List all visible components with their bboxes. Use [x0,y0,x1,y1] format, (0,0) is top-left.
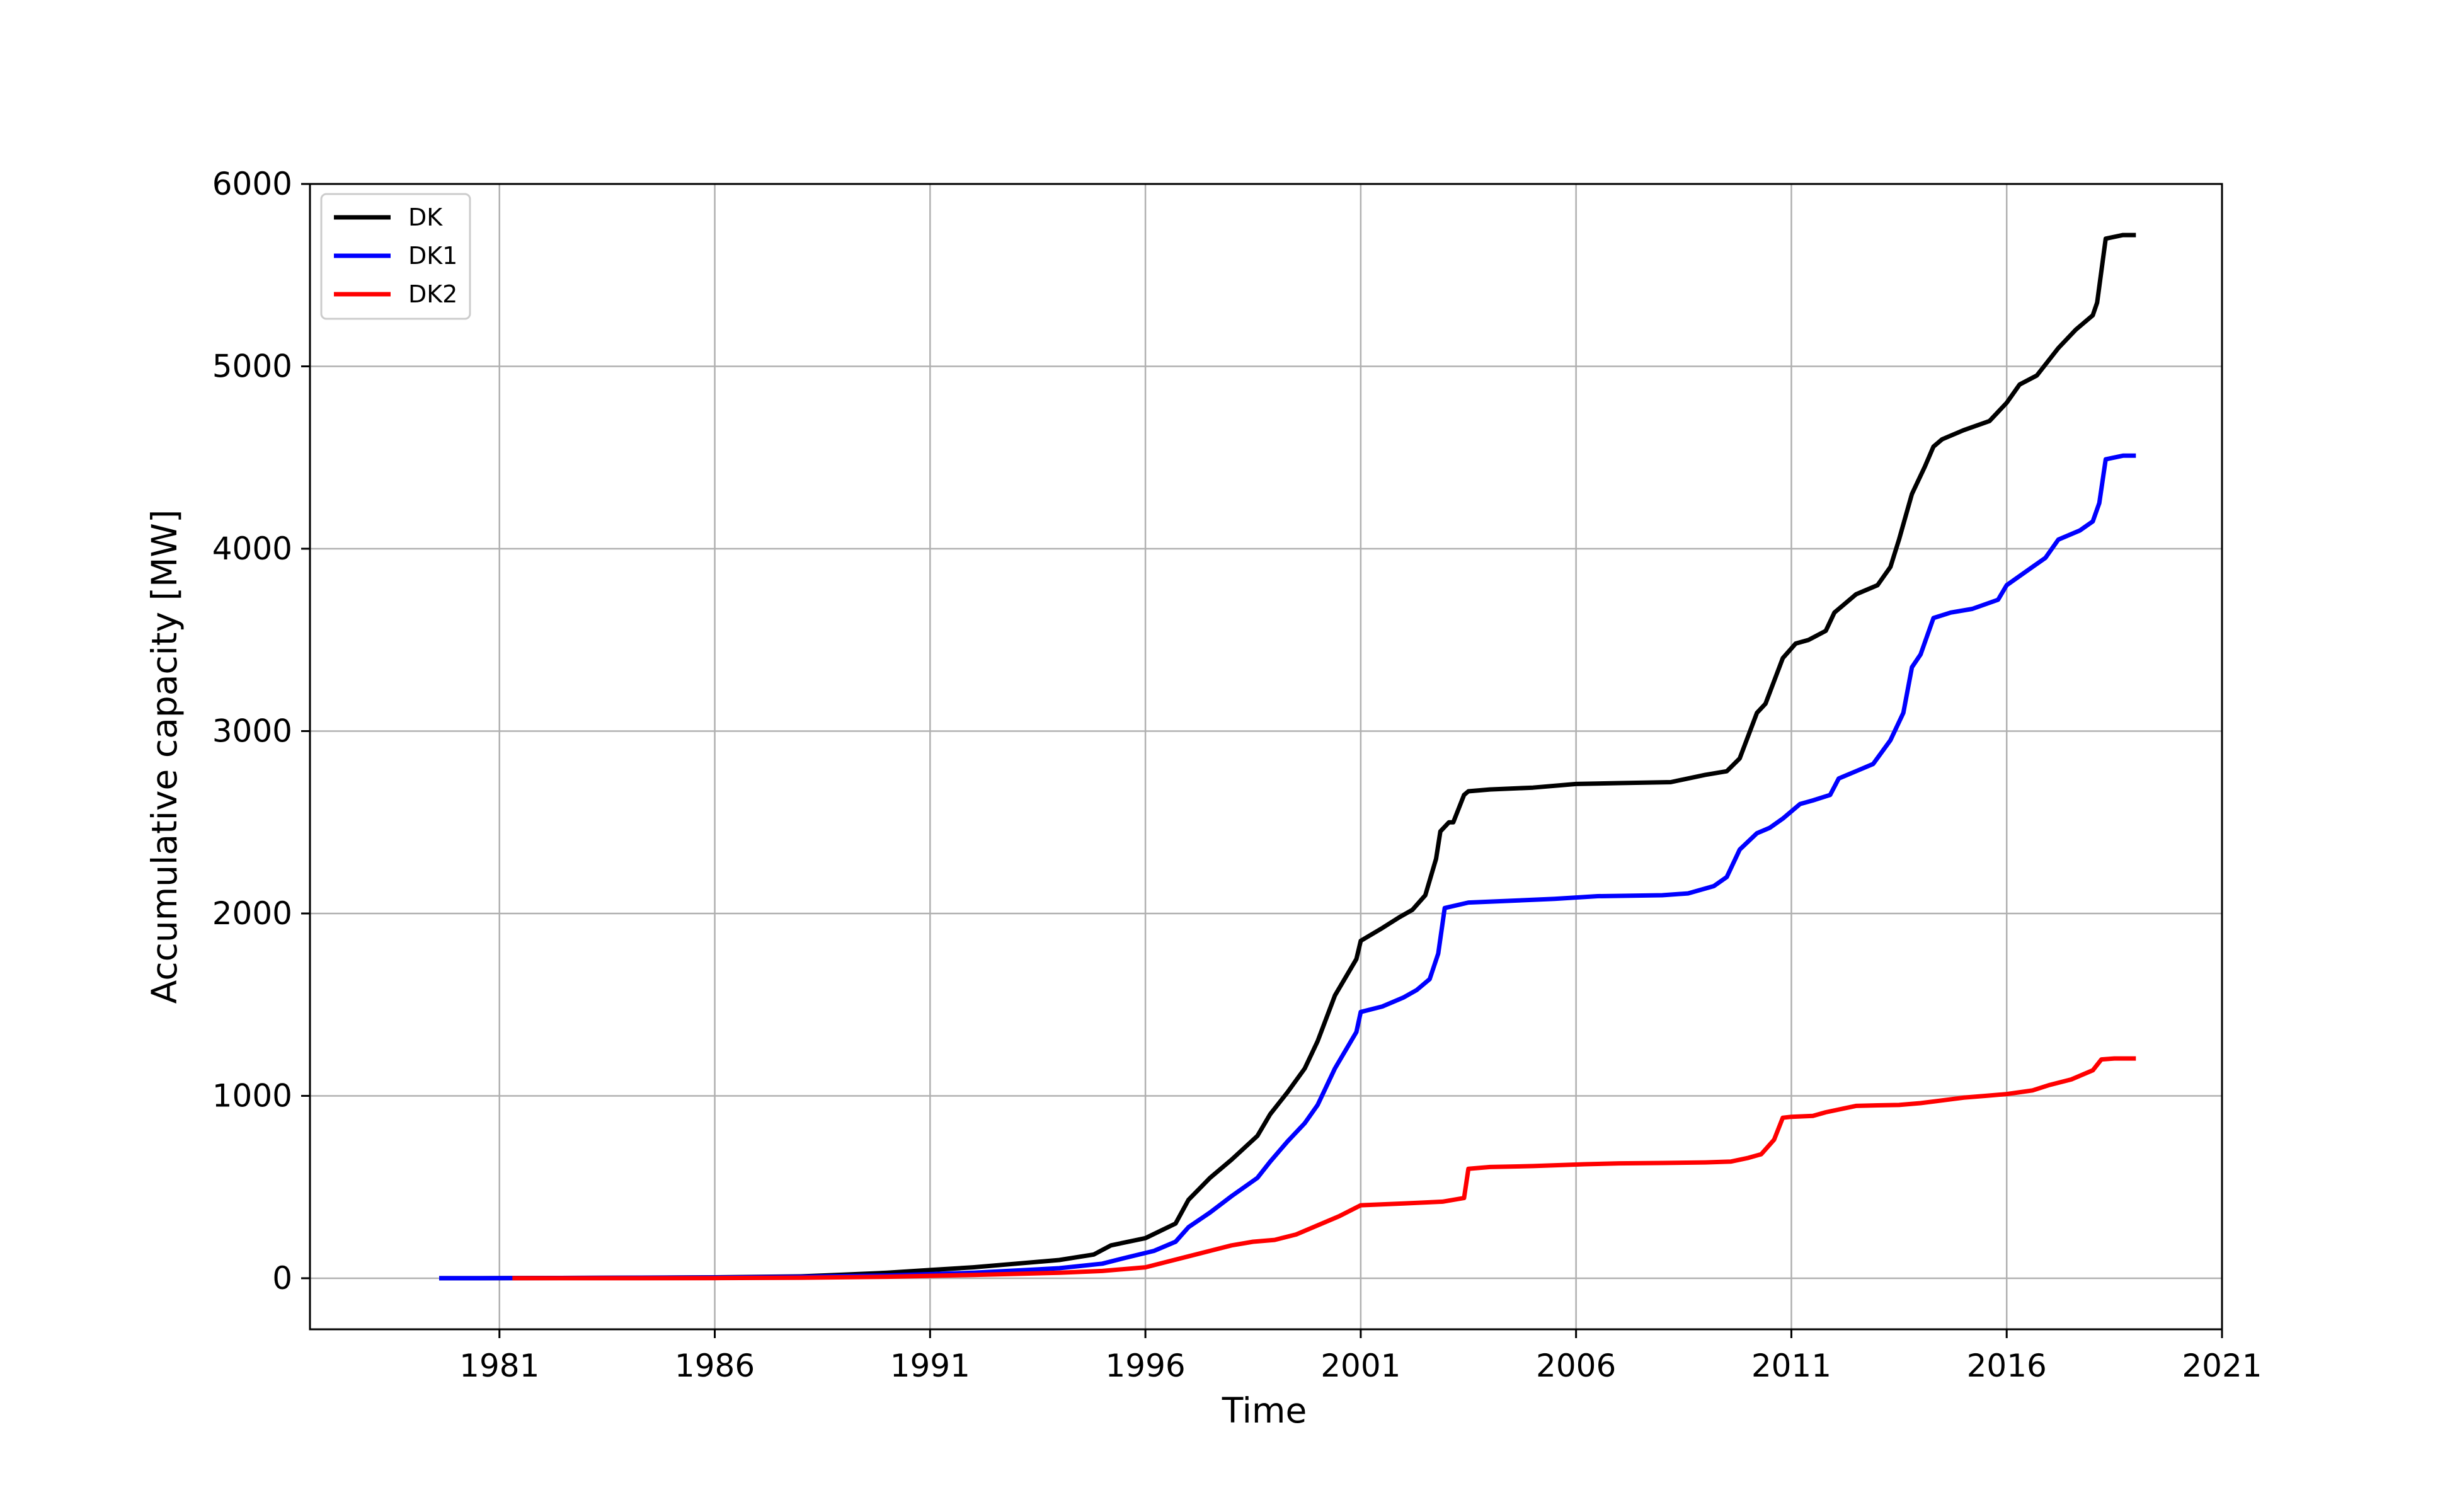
series-line-dk [439,232,2136,1281]
legend-box [320,193,471,320]
x-axis-title: Time [1222,1390,1307,1431]
y-tick-label: 5000 [212,348,292,384]
y-tick-label: 6000 [212,166,292,202]
x-tick-label: 2016 [1967,1348,2047,1384]
legend-label-dk: DK [408,203,443,231]
y-axis-title: Accumulative capacity [MW] [144,510,185,1004]
series-line-dk1 [439,453,2136,1281]
y-tick-label: 0 [272,1260,292,1297]
x-tick-label: 2011 [1751,1348,1831,1384]
series-lines [439,232,2136,1281]
x-tick-label: 2021 [2182,1348,2262,1384]
y-tick-label: 1000 [212,1077,292,1114]
y-tick-label: 2000 [212,895,292,932]
legend-label-dk2: DK2 [408,280,457,308]
x-tick-label: 1996 [1105,1348,1185,1384]
axis-ticks: 1981 1986 1991 1996 2001 2006 2011 2016 2021 0 100… [212,166,2262,1384]
x-tick-label: 2001 [1320,1348,1400,1384]
plot-area-frame [309,183,2223,1331]
x-tick-label: 2006 [1536,1348,1616,1384]
legend-label-dk1: DK1 [408,242,457,270]
x-tick-label: 1991 [890,1348,970,1384]
y-tick-label: 4000 [212,530,292,567]
series-line-dk2 [512,1056,2136,1281]
legend: DK DK1 DK2 [320,193,471,320]
x-tick-label: 1986 [675,1348,755,1384]
x-tick-label: 1981 [459,1348,539,1384]
y-tick-label: 3000 [212,713,292,749]
